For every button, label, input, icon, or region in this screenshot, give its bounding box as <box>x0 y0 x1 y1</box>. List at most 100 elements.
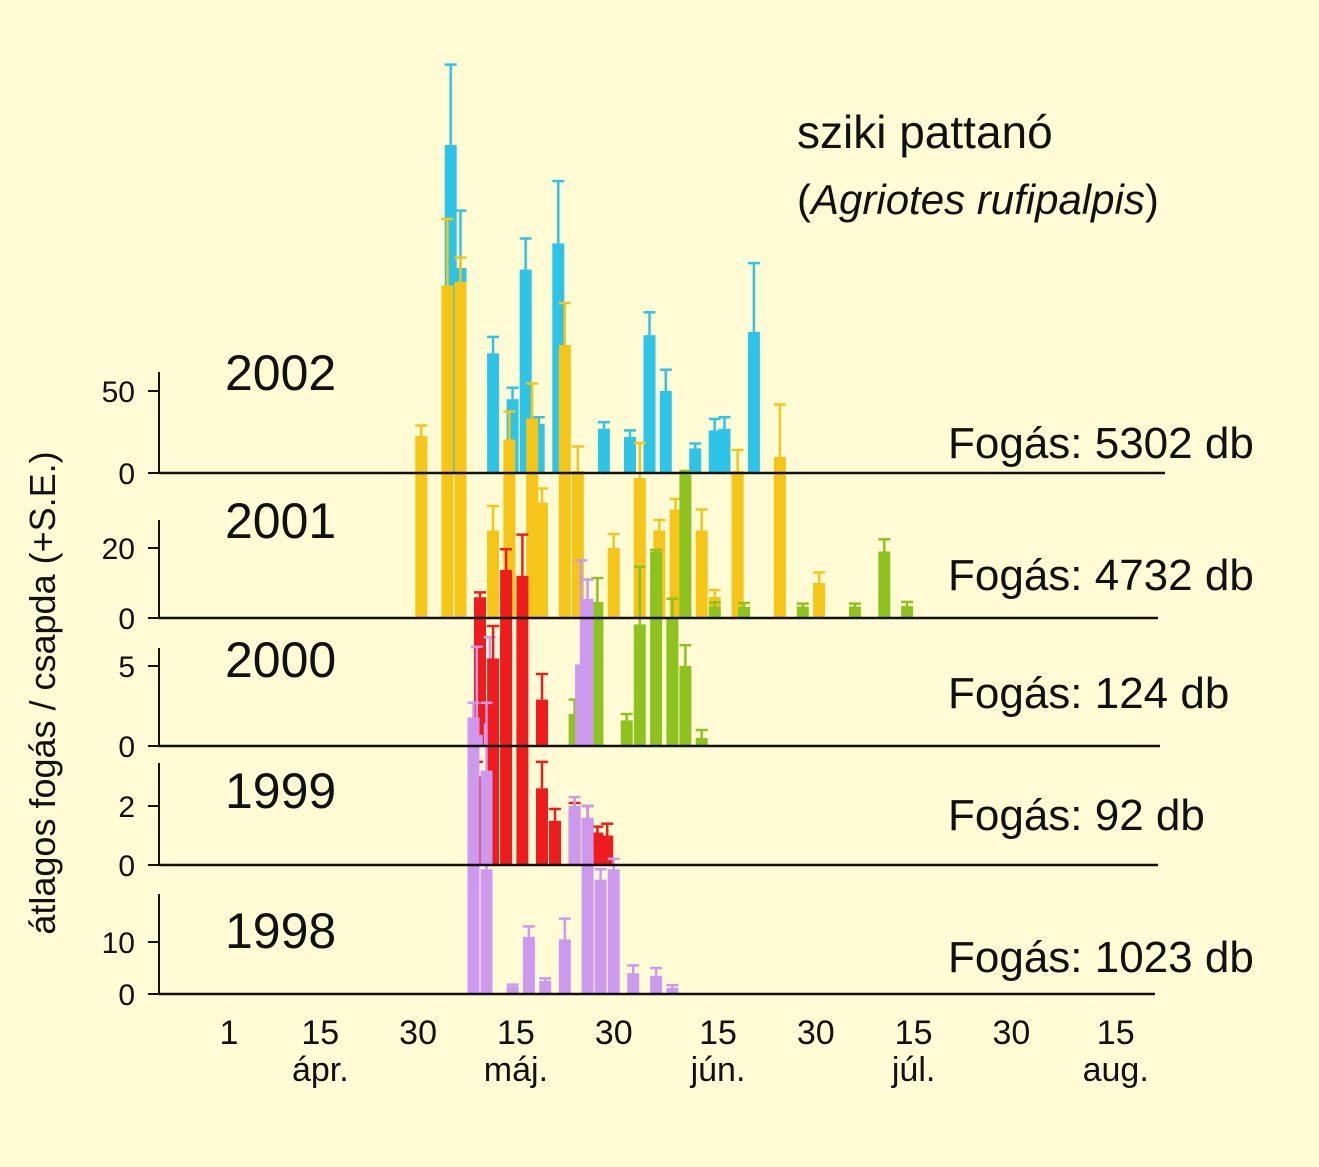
y-tick-label-2002-0: 0 <box>118 458 135 491</box>
bar-2001-s1-1 <box>679 474 692 618</box>
bar-2001-s1-3 <box>738 606 751 618</box>
subtitle-open-paren: ( <box>797 176 811 223</box>
x-tick-label-9: 15 <box>1097 1014 1135 1052</box>
bar-2002-s0-13 <box>718 428 731 473</box>
bar-1998-s0-6 <box>581 843 594 994</box>
bar-1998-s0-10 <box>650 975 663 994</box>
x-tick-label-3: 15 <box>497 1014 535 1052</box>
bar-1998-s0-0 <box>467 848 480 994</box>
y-tick-label-2000-1: 5 <box>118 651 135 684</box>
bar-2001-s0-9 <box>607 548 620 618</box>
bar-1999-s0-2 <box>500 634 513 865</box>
bar-2000-s0-4 <box>650 597 663 746</box>
x-tick-label-8: 30 <box>992 1014 1030 1052</box>
y-axis-label: átlagos fogás / csapda (+S.E.) <box>22 451 63 934</box>
bar-1999-s0-4 <box>536 788 548 865</box>
bar-2000-s0-2 <box>620 720 633 746</box>
bar-2000-s0-7 <box>695 738 708 746</box>
bar-2001-s0-12 <box>669 509 682 618</box>
bar-1998-s0-3 <box>522 936 535 994</box>
bar-2000-s0-1 <box>591 602 604 746</box>
bar-2002-s0-14 <box>747 332 760 473</box>
x-month-label-m-j: máj. <box>484 1051 548 1089</box>
bar-1998-s0-2 <box>506 986 519 994</box>
chart-subtitle: (Agriotes rufipalpis) <box>797 176 1159 223</box>
bar-2002-s0-2 <box>487 353 500 473</box>
bar-2000-s0-6 <box>679 666 692 746</box>
bar-2002-s0-9 <box>643 335 656 473</box>
bar-2002-s0-11 <box>689 448 702 473</box>
bar-1999-s1-1 <box>480 770 493 865</box>
x-month-label-aug: aug. <box>1083 1051 1149 1089</box>
year-label-1999: 1999 <box>225 763 336 819</box>
y-tick-label-2002-1: 50 <box>102 376 135 409</box>
bar-2000-s0-3 <box>633 624 646 746</box>
x-month-label-j-l: júl. <box>891 1051 935 1089</box>
bar-1999-s0-9 <box>601 835 614 865</box>
bar-1999-s0-8 <box>591 832 604 865</box>
bar-2001-s0-6 <box>536 502 548 618</box>
bar-1998-s0-4 <box>539 981 552 994</box>
bar-2001-s0-16 <box>731 471 744 618</box>
bar-1999-s0-5 <box>549 820 561 866</box>
bar-2002-s0-12 <box>708 430 721 473</box>
x-tick-label-7: 15 <box>895 1014 933 1052</box>
subtitle-close-paren: ) <box>1145 176 1159 223</box>
catch-total-1998: Fogás: 1023 db <box>948 933 1254 982</box>
bar-2001-s0-17 <box>773 457 786 618</box>
bar-2001-s0-3 <box>487 530 500 618</box>
bar-1998-s0-1 <box>480 869 493 994</box>
bar-1998-s0-5 <box>558 939 571 994</box>
bar-2000-s0-5 <box>666 618 679 746</box>
bar-2001-s0-0 <box>415 436 428 618</box>
bar-2002-s0-7 <box>597 428 610 473</box>
bar-2002-s0-8 <box>624 436 636 473</box>
x-tick-label-1: 15 <box>301 1014 339 1052</box>
y-tick-label-2001-1: 20 <box>102 533 135 566</box>
catch-total-2001: Fogás: 4732 db <box>948 551 1254 600</box>
y-tick-label-2000-0: 0 <box>118 731 135 764</box>
bar-2001-s1-5 <box>848 606 861 618</box>
year-label-2002: 2002 <box>225 345 336 401</box>
x-tick-label-5: 15 <box>699 1014 737 1052</box>
bar-2001-s0-18 <box>813 583 826 618</box>
chart-axes <box>148 372 1165 996</box>
year-label-2001: 2001 <box>225 493 336 549</box>
bar-2002-s0-10 <box>659 391 672 473</box>
chart-title: sziki pattanó <box>797 106 1053 158</box>
bar-2001-s0-14 <box>695 530 708 618</box>
bar-1998-s0-8 <box>607 869 620 994</box>
x-tick-label-0: 1 <box>220 1014 239 1052</box>
bar-1999-s1-2 <box>568 806 581 865</box>
x-tick-label-6: 30 <box>797 1014 835 1052</box>
catch-total-2000: Fogás: 124 db <box>948 669 1229 718</box>
x-tick-label-2: 30 <box>399 1014 437 1052</box>
bar-2001-s0-2 <box>454 282 467 618</box>
bar-1998-s0-11 <box>666 987 679 994</box>
x-month-label-pr: ápr. <box>292 1051 349 1089</box>
bar-2000-s2-3 <box>581 598 594 746</box>
subtitle-species-name: Agriotes rufipalpis <box>808 176 1145 223</box>
bar-1999-s1-0 <box>467 717 480 865</box>
bar-2001-s0-7 <box>558 345 571 618</box>
bar-2001-s1-4 <box>796 606 809 618</box>
year-label-1998: 1998 <box>225 903 336 959</box>
bar-2001-s0-10 <box>633 478 646 618</box>
bar-1998-s0-9 <box>627 973 640 994</box>
y-tick-label-1998-1: 10 <box>102 927 135 960</box>
bar-2002-s0-3 <box>506 399 519 473</box>
bar-2001-s1-2 <box>708 606 721 618</box>
y-tick-label-1998-0: 0 <box>118 979 135 1012</box>
chart-marks <box>415 63 914 994</box>
x-month-label-j-n: jún. <box>690 1051 746 1089</box>
catch-total-2002: Fogás: 5302 db <box>948 419 1254 468</box>
x-tick-label-4: 30 <box>595 1014 633 1052</box>
catch-total-1999: Fogás: 92 db <box>948 791 1205 840</box>
bar-2001-s0-1 <box>441 285 454 618</box>
y-tick-label-1999-0: 0 <box>118 850 135 883</box>
bar-2001-s1-6 <box>878 551 891 618</box>
y-tick-label-2001-0: 0 <box>118 603 135 636</box>
